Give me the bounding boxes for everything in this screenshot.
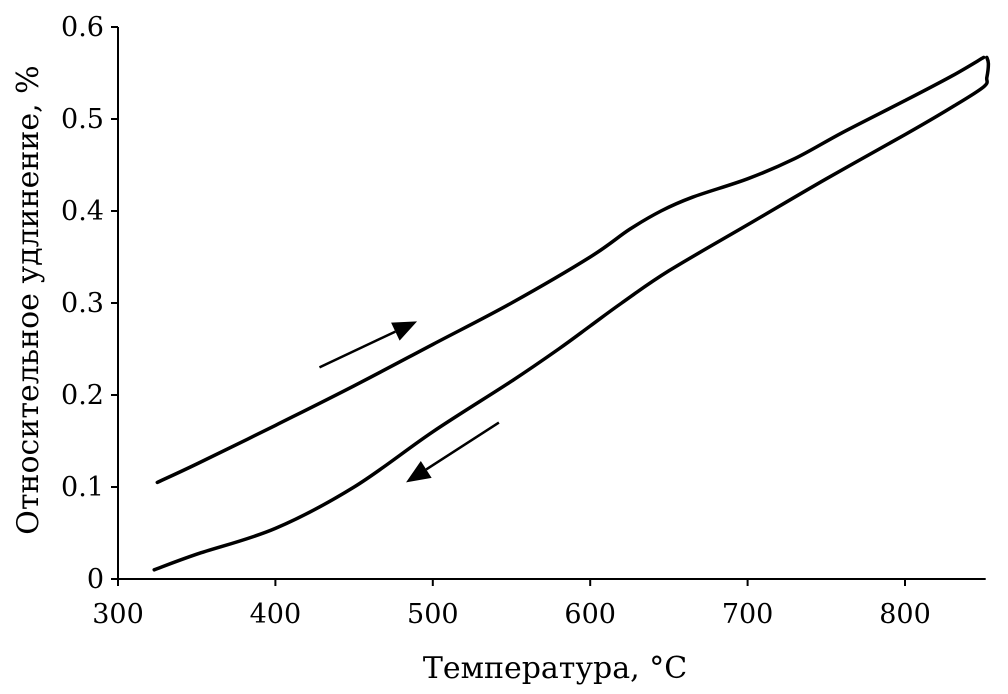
cooling-arrow-head [406, 460, 432, 483]
heating-arrow-shaft [318, 330, 396, 369]
direction-arrows [318, 321, 500, 483]
y-tick-label: 0.3 [61, 288, 104, 319]
x-tick-label: 400 [250, 599, 302, 630]
heating-arrow [318, 321, 418, 369]
axes [117, 27, 986, 580]
plot-lines [152, 55, 991, 572]
x-tick-label: 300 [92, 599, 144, 630]
series-line-heating [155, 55, 986, 485]
y-tick-label: 0.6 [61, 12, 104, 43]
cooling-arrow-shaft [425, 421, 500, 471]
x-tick-label: 800 [879, 599, 931, 630]
x-ticks: 300 400 500 600 700 800 [92, 579, 931, 630]
x-axis-title: Температура, °C [423, 651, 687, 686]
y-tick-label: 0.1 [61, 472, 104, 503]
heating-arrow-head [391, 321, 418, 341]
series-line-cooling [152, 55, 991, 572]
x-tick-label: 700 [722, 599, 774, 630]
x-tick-label: 500 [407, 599, 459, 630]
y-tick-label: 0.5 [61, 104, 104, 135]
y-tick-label: 0.2 [61, 380, 104, 411]
cooling-arrow [406, 421, 500, 483]
y-tick-label: 0 [87, 564, 104, 595]
y-tick-label: 0.4 [61, 196, 104, 227]
y-ticks: 0 0.1 0.2 0.3 0.4 0.5 0.6 [61, 12, 118, 595]
y-axis-title: Относительное удлинение, % [11, 65, 46, 534]
x-tick-label: 600 [564, 599, 616, 630]
